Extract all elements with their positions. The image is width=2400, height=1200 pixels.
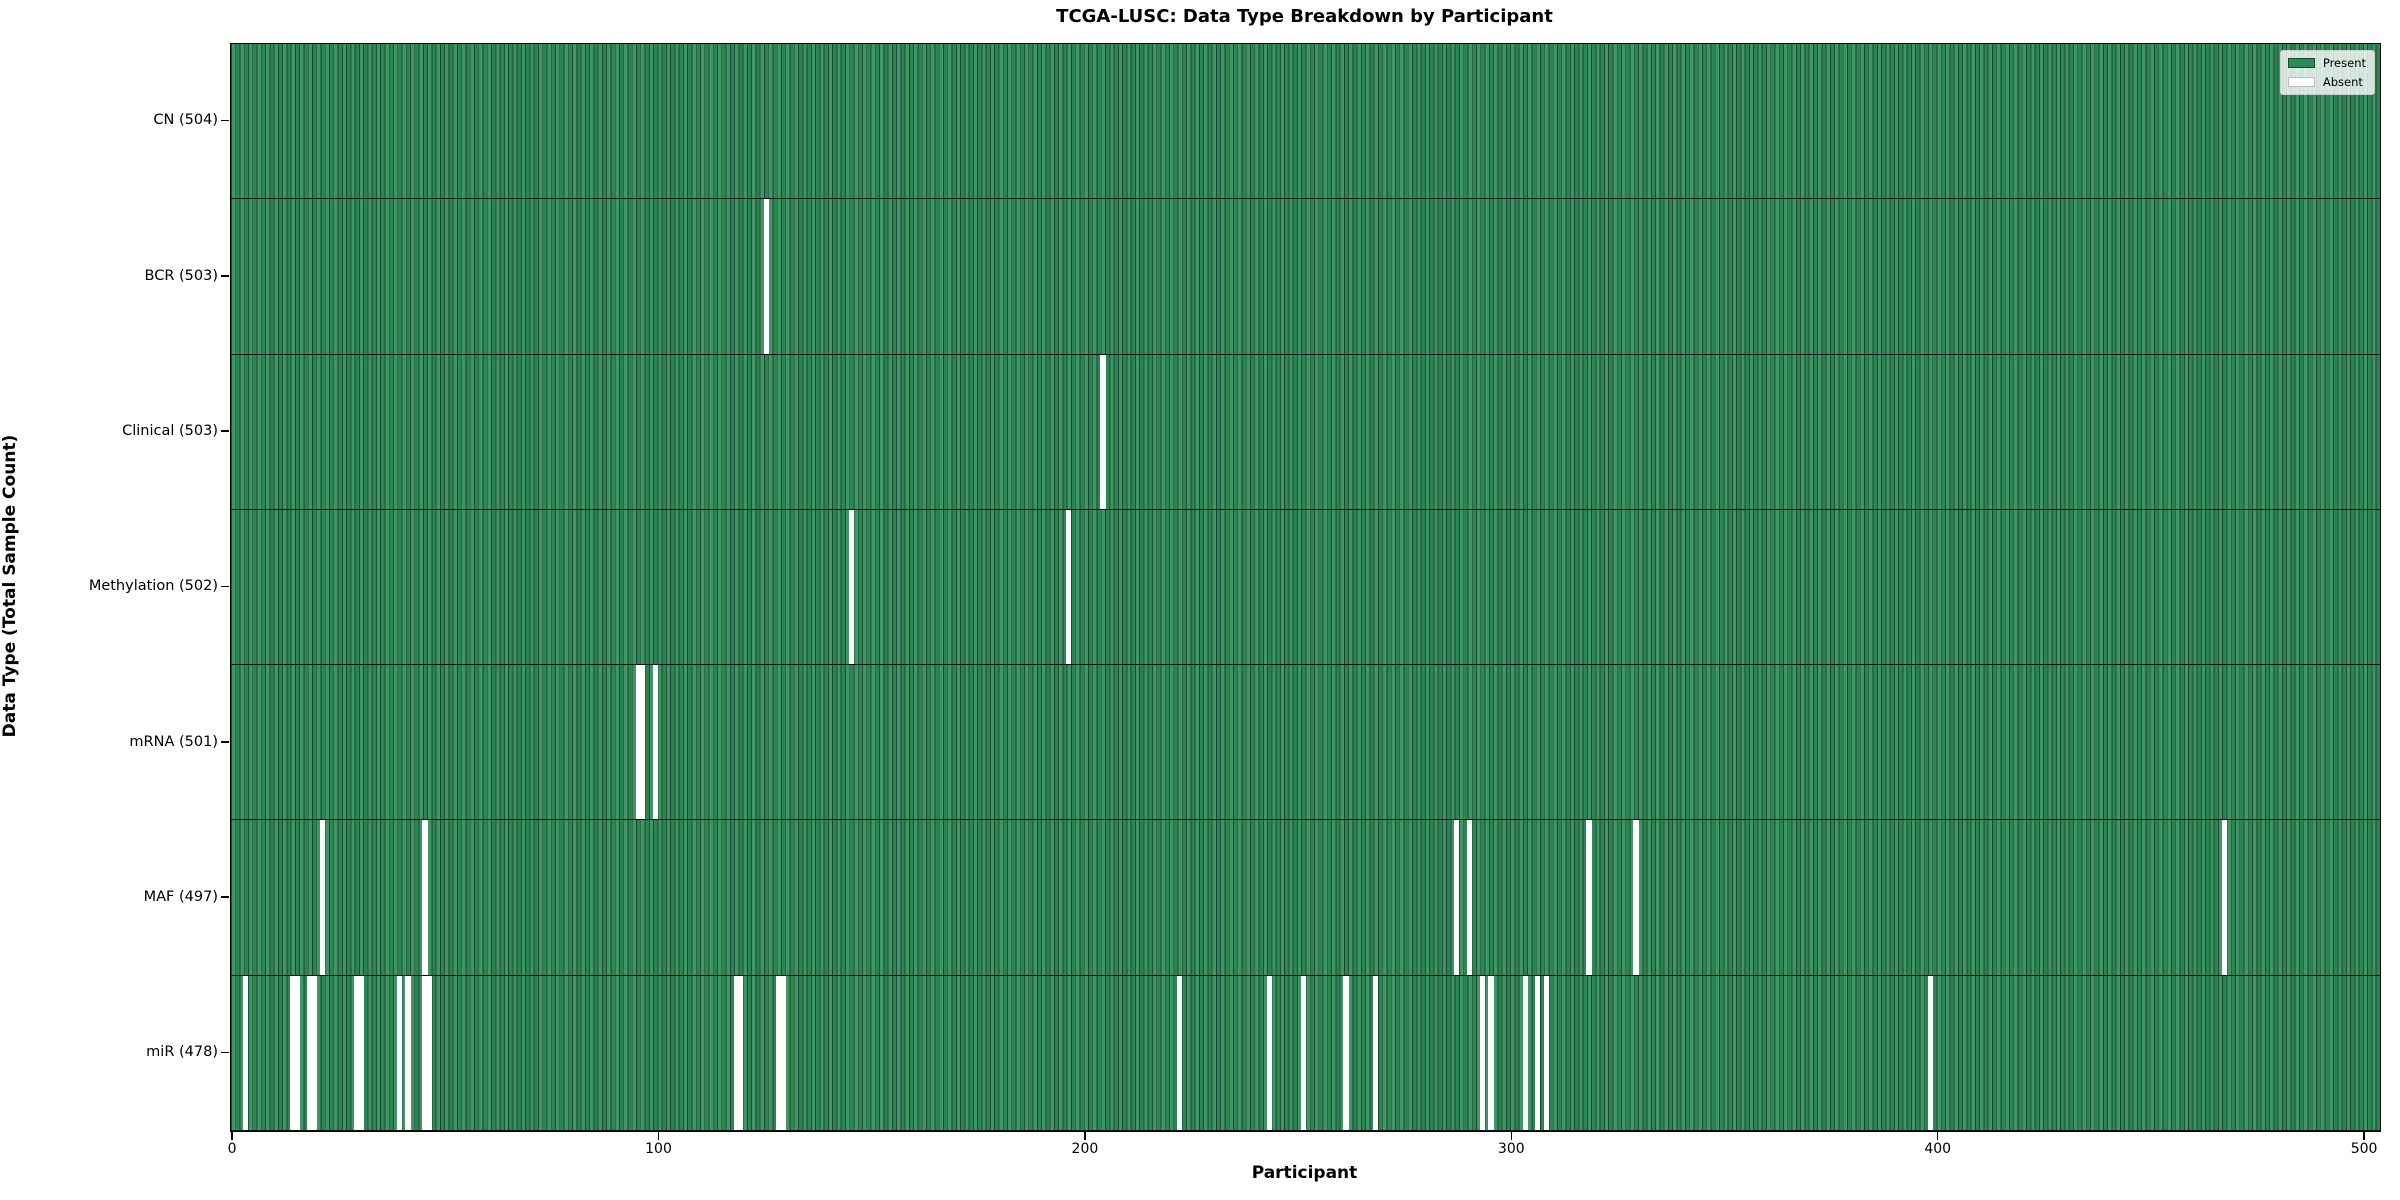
x-tick-label: 100 xyxy=(645,1141,672,1157)
absent-gap xyxy=(763,199,769,354)
absent-gap xyxy=(405,975,411,1130)
absent-gap xyxy=(311,975,317,1130)
absent-gap xyxy=(426,975,432,1130)
y-tick-mark xyxy=(221,741,229,743)
y-tick-label-Methylation: Methylation (502) xyxy=(88,578,218,595)
legend-swatch-present xyxy=(2287,58,2315,68)
plot-area: Present Absent xyxy=(230,43,2381,1132)
y-tick-mark xyxy=(221,585,229,588)
absent-gap xyxy=(652,665,658,820)
absent-gap xyxy=(1177,975,1183,1130)
absent-gap xyxy=(1488,975,1494,1130)
absent-gap xyxy=(1066,509,1072,665)
absent-gap xyxy=(1467,820,1473,975)
heatmap-row-mRNA xyxy=(231,665,2380,821)
x-tick-label: 300 xyxy=(1497,1141,1525,1157)
absent-gap xyxy=(1633,820,1639,975)
heatmap-row-Clinical xyxy=(231,354,2380,510)
absent-gap xyxy=(243,975,249,1130)
legend-swatch-absent xyxy=(2287,77,2315,87)
legend-item-present: Present xyxy=(2287,56,2366,70)
absent-gap xyxy=(1543,975,1549,1130)
heatmap-row-Methylation xyxy=(231,509,2380,666)
x-tick-label: 500 xyxy=(2350,1141,2378,1157)
absent-gap xyxy=(1266,975,1272,1130)
y-tick-label-CN: CN (504) xyxy=(153,112,218,129)
absent-gap xyxy=(307,975,313,1130)
x-tick-mark xyxy=(1510,1131,1513,1140)
x-tick-label: 400 xyxy=(1924,1141,1952,1157)
absent-gap xyxy=(639,665,646,820)
x-tick-mark xyxy=(231,1131,233,1140)
y-tick-mark xyxy=(221,275,229,277)
legend-item-absent: Absent xyxy=(2287,75,2366,89)
absent-gap xyxy=(1300,975,1306,1130)
absent-gap xyxy=(1522,975,1528,1130)
absent-gap xyxy=(396,975,402,1130)
heatmap-row-CN xyxy=(231,44,2380,200)
x-tick-mark xyxy=(2363,1131,2365,1140)
y-tick-mark xyxy=(221,430,229,432)
absent-gap xyxy=(320,820,326,975)
y-tick-mark xyxy=(221,896,229,898)
legend-label: Present xyxy=(2322,56,2366,70)
absent-gap xyxy=(635,665,641,820)
absent-gap xyxy=(358,975,364,1130)
x-tick-mark xyxy=(657,1131,660,1140)
absent-gap xyxy=(1586,820,1592,975)
absent-gap xyxy=(294,975,300,1130)
y-tick-label-miR: miR (478) xyxy=(146,1044,218,1061)
y-tick-label-mRNA: mRNA (501) xyxy=(129,733,218,750)
heatmap-row-miR xyxy=(231,975,2380,1131)
absent-gap xyxy=(737,975,744,1130)
absent-gap xyxy=(776,975,782,1130)
chart-title: TCGA-LUSC: Data Type Breakdown by Partic… xyxy=(1056,6,1553,27)
y-tick-label-BCR: BCR (503) xyxy=(144,267,219,284)
y-tick-label-MAF: MAF (497) xyxy=(143,888,218,905)
absent-gap xyxy=(848,509,854,665)
y-tick-label-Clinical: Clinical (503) xyxy=(122,422,218,439)
y-tick-mark xyxy=(221,1051,229,1054)
absent-gap xyxy=(290,975,296,1130)
absent-gap xyxy=(1454,820,1460,975)
x-tick-label: 0 xyxy=(227,1141,237,1157)
absent-gap xyxy=(1479,975,1486,1130)
x-tick-mark xyxy=(1936,1131,1939,1140)
legend-label: Absent xyxy=(2322,75,2363,89)
y-tick-mark xyxy=(221,119,229,122)
legend: Present Absent xyxy=(2279,50,2375,95)
x-tick-label: 200 xyxy=(1071,1141,1099,1157)
absent-gap xyxy=(1927,975,1933,1130)
absent-gap xyxy=(354,975,360,1130)
absent-gap xyxy=(1343,975,1349,1130)
absent-gap xyxy=(422,975,428,1130)
absent-gap xyxy=(733,975,739,1130)
absent-gap xyxy=(1100,354,1106,509)
absent-gap xyxy=(780,975,786,1130)
x-tick-mark xyxy=(1084,1131,1086,1140)
heatmap-row-MAF xyxy=(231,820,2380,976)
x-axis-label: Participant xyxy=(1251,1163,1358,1183)
absent-gap xyxy=(1373,975,1379,1130)
absent-gap xyxy=(1535,975,1541,1130)
heatmap-row-BCR xyxy=(231,199,2380,355)
absent-gap xyxy=(422,820,428,975)
absent-gap xyxy=(2221,820,2227,975)
